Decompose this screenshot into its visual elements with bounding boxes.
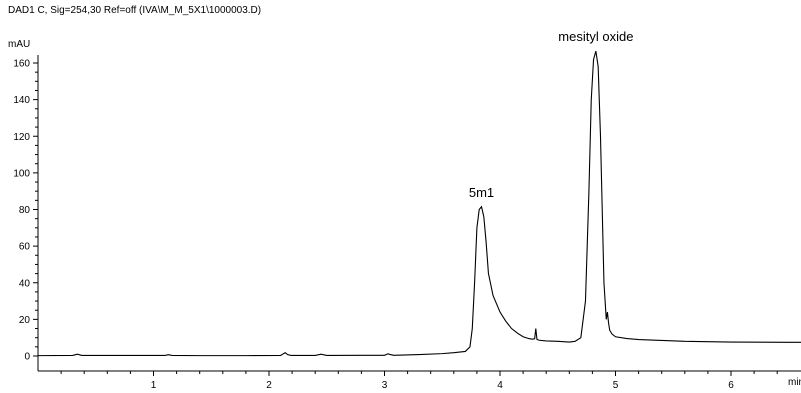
y-axis-ticks: 0 20 40 60 80 100 120 140 160	[13, 59, 38, 363]
y-tick-label: 40	[19, 278, 31, 289]
y-tick-label: 160	[13, 59, 30, 70]
x-tick-label: 6	[728, 380, 734, 391]
peak-annotations: 5m1 mesityl oxide	[469, 29, 634, 200]
y-tick-label: 100	[13, 168, 30, 179]
peak-label: mesityl oxide	[558, 29, 633, 44]
peak-label: 5m1	[469, 185, 494, 200]
y-tick-label: 140	[13, 95, 30, 106]
y-tick-label: 120	[13, 132, 30, 143]
y-tick-label: 80	[19, 205, 31, 216]
x-tick-label: 5	[613, 380, 619, 391]
signal-trace	[37, 50, 801, 357]
x-axis-ticks: 1 2 3 4 5 6	[60, 371, 778, 391]
chart-title: DAD1 C, Sig=254,30 Ref=off (IVA\M_M_5X1\…	[8, 5, 261, 16]
y-tick-label: 60	[19, 242, 31, 253]
y-tick-label: 0	[24, 352, 30, 363]
x-tick-label: 1	[151, 380, 157, 391]
x-tick-label: 4	[497, 380, 503, 391]
x-tick-label: 3	[382, 380, 388, 391]
y-axis-unit-label: mAU	[8, 39, 30, 50]
x-tick-label: 2	[266, 380, 272, 391]
y-tick-label: 20	[19, 315, 31, 326]
x-axis-unit-label: min	[788, 377, 801, 388]
